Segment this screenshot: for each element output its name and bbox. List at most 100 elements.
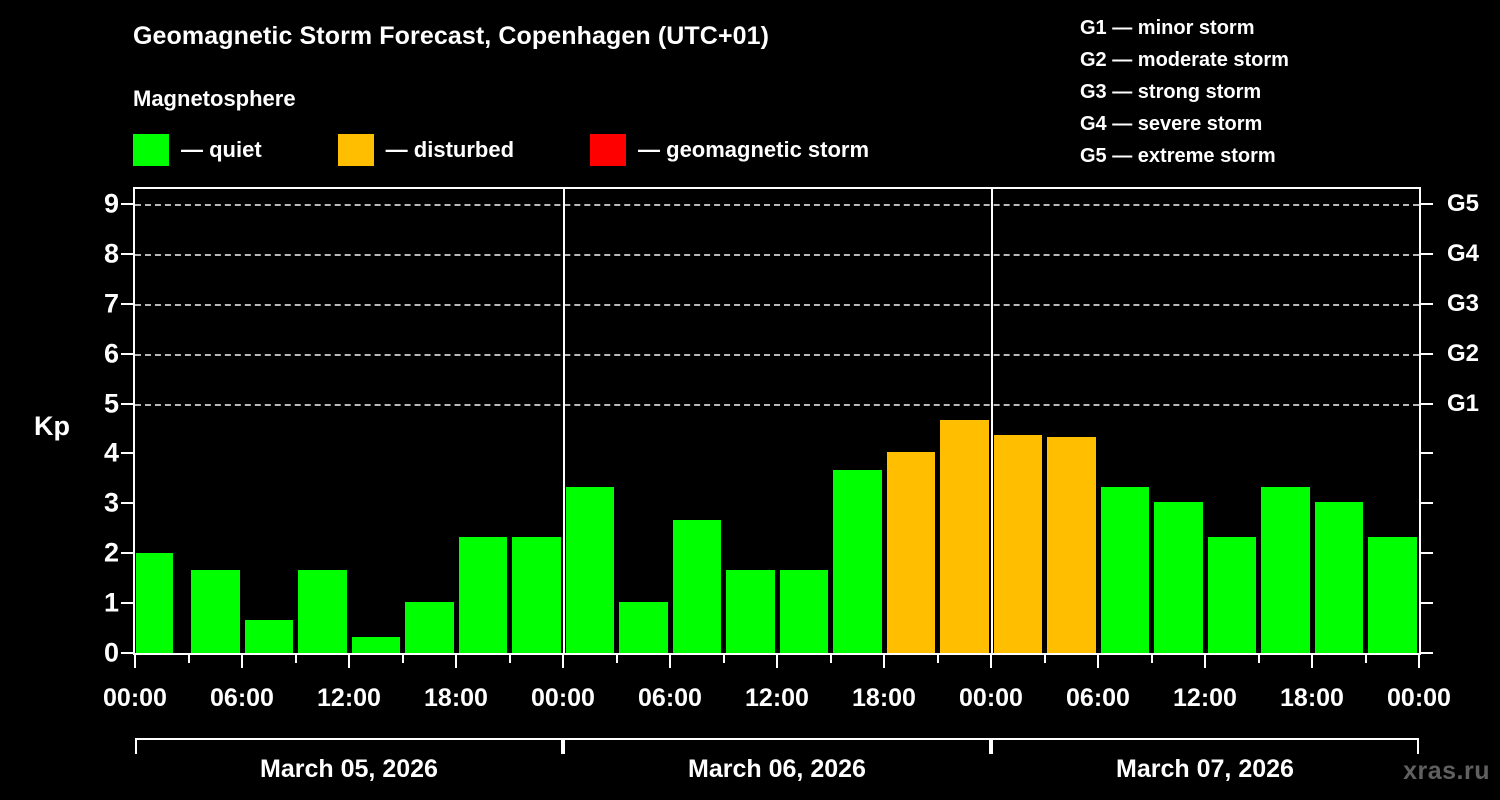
x-axis-time-label: 00:00 [531,684,595,712]
g-axis-label-g3: G3 [1447,289,1480,317]
x-axis-time-label: 18:00 [424,684,488,712]
date-label: March 07, 2026 [1116,755,1294,783]
bar [458,536,507,653]
x-axis-time-label: 18:00 [852,684,916,712]
bar [726,569,775,653]
x-axis-time-label: 12:00 [317,684,381,712]
y-tick-mark-right [1421,252,1433,255]
y-tick-mark [121,402,133,405]
bar [405,601,454,653]
x-tick-major [562,655,564,668]
red-swatch-icon [590,134,627,166]
y-tick-label-6: 6 [103,338,119,369]
x-tick-major [1418,655,1420,668]
bars-layer [135,189,1419,653]
x-axis-time-label: 06:00 [210,684,274,712]
y-tick-label-8: 8 [103,238,119,269]
magnetosphere-label: Magnetosphere [133,86,296,111]
x-tick-minor [829,655,832,663]
bar [940,420,989,653]
bar [619,601,668,653]
bar [1207,536,1256,653]
x-tick-major [669,655,671,668]
y-tick-mark [121,352,133,355]
day-divider-layer [135,189,1419,653]
g-scale-item-g2: G2 — moderate storm [1080,49,1289,71]
y-tick-label-9: 9 [103,188,119,219]
y-tick-mark [121,302,133,305]
x-tick-minor [1364,655,1367,663]
bar [833,469,882,653]
g-axis-label-g2: G2 [1447,339,1480,367]
day-divider [991,189,993,653]
x-tick-major [776,655,778,668]
x-axis-time-label: 18:00 [1280,684,1344,712]
date-bracket [991,738,1419,754]
x-tick-major [990,655,992,668]
x-tick-major [134,655,136,668]
y-tick-label-2: 2 [103,537,119,568]
y-tick-label-4: 4 [103,437,119,468]
bar [298,569,347,653]
x-tick-minor [615,655,618,663]
gridline-kp-9 [135,203,1419,206]
y-tick-mark-right [1421,552,1433,555]
x-axis-time-label: 00:00 [103,684,167,712]
bar [1154,501,1203,653]
legend-label-storm: — geomagnetic storm [638,137,870,162]
y-tick-mark [121,652,133,654]
y-axis-title: Kp [34,411,70,441]
x-tick-major [348,655,350,668]
y-tick-mark-right [1421,202,1433,205]
x-tick-minor [722,655,725,663]
legend-item-disturbed: — disturbed [337,134,515,166]
y-tick-mark [121,602,133,605]
x-axis-time-label: 12:00 [1173,684,1237,712]
bar [779,569,828,653]
y-tick-mark [121,452,133,455]
x-tick-major [1097,655,1099,668]
legend-label-disturbed: — disturbed [385,137,515,162]
gridline-kp-5 [135,403,1419,406]
g-scale-item-g3: G3 — strong storm [1080,81,1262,103]
bar [136,553,173,653]
x-axis-time-label: 06:00 [1066,684,1130,712]
x-axis-time-label: 00:00 [1387,684,1451,712]
x-tick-major [883,655,885,668]
magnetosphere-legend: — quiet — disturbed — geomagnetic storm [133,133,869,167]
gridline-kp-6 [135,353,1419,356]
x-tick-minor [936,655,939,663]
page-title: Geomagnetic Storm Forecast, Copenhagen (… [133,22,770,50]
x-tick-minor [401,655,404,663]
day-divider [563,189,565,653]
y-tick-label-0: 0 [103,637,119,668]
bar [672,519,721,653]
g-scale-item-g1: G1 — minor storm [1080,17,1255,39]
bar [1100,486,1149,653]
watermark: xras.ru [1403,757,1490,785]
x-axis-time-label: 06:00 [638,684,702,712]
g-scale-item-g5: G5 — extreme storm [1080,145,1276,167]
y-tick-mark [121,252,133,255]
bar [351,636,400,653]
y-tick-mark [121,552,133,555]
x-axis-time-label: 00:00 [959,684,1023,712]
bar [191,569,240,653]
y-tick-label-7: 7 [103,288,119,319]
y-tick-mark-right [1421,452,1433,455]
y-tick-mark [121,502,133,505]
bar [1314,501,1363,653]
x-tick-minor [1043,655,1046,663]
bar [886,451,935,653]
y-tick-mark-right [1421,402,1433,405]
date-bracket [135,738,563,754]
bar [1047,436,1096,653]
g-axis-label-g1: G1 [1447,389,1480,417]
date-bracket [563,738,991,754]
legend-label-quiet: — quiet [181,137,262,162]
y-tick-mark-right [1421,602,1433,605]
orange-swatch-icon [337,134,374,166]
bar [244,619,293,653]
bar [1261,486,1310,653]
green-swatch-icon [133,134,169,166]
